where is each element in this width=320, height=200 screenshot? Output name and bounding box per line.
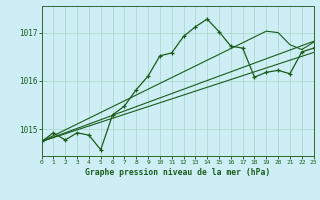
X-axis label: Graphe pression niveau de la mer (hPa): Graphe pression niveau de la mer (hPa) xyxy=(85,168,270,177)
